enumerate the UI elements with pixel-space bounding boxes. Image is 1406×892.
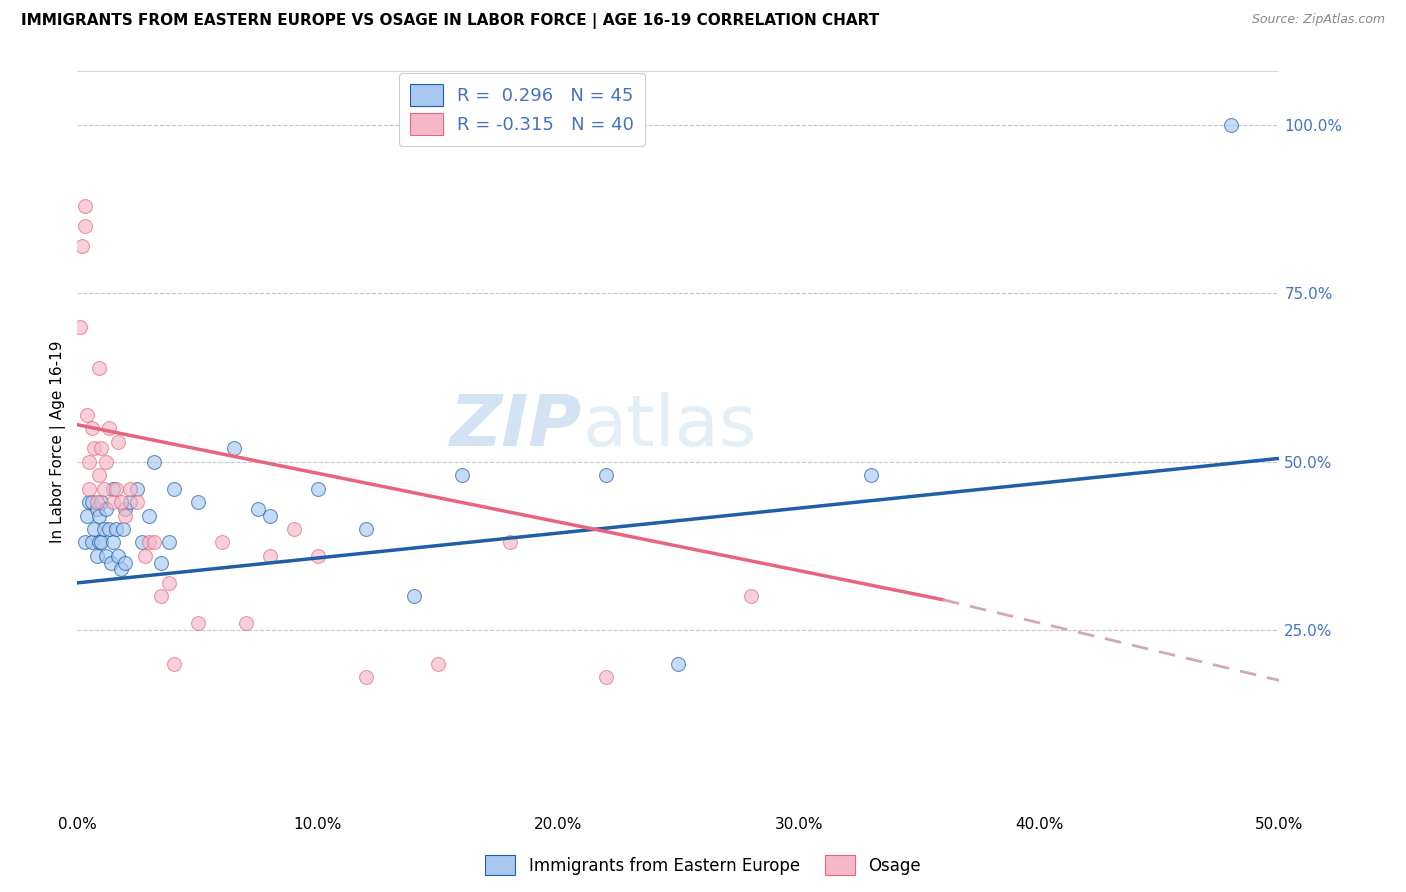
Point bbox=[97, 421, 120, 435]
Legend: R =  0.296   N = 45, R = -0.315   N = 40: R = 0.296 N = 45, R = -0.315 N = 40 bbox=[399, 73, 645, 146]
Point bbox=[127, 482, 149, 496]
Text: atlas: atlas bbox=[582, 392, 756, 461]
Point bbox=[104, 482, 127, 496]
Point bbox=[143, 455, 166, 469]
Point bbox=[211, 535, 233, 549]
Point bbox=[595, 670, 617, 684]
Point bbox=[134, 549, 156, 563]
Point bbox=[451, 468, 474, 483]
Point bbox=[259, 549, 281, 563]
Point bbox=[157, 535, 180, 549]
Point bbox=[283, 522, 305, 536]
Point bbox=[90, 442, 112, 456]
Point bbox=[402, 590, 425, 604]
Point bbox=[162, 482, 184, 496]
Point bbox=[499, 535, 522, 549]
Point bbox=[97, 522, 120, 536]
Point bbox=[80, 535, 103, 549]
Point bbox=[187, 495, 209, 509]
Point bbox=[114, 556, 136, 570]
Point bbox=[103, 495, 125, 509]
Point bbox=[111, 522, 134, 536]
Point bbox=[86, 495, 108, 509]
Point bbox=[859, 468, 882, 483]
Point bbox=[87, 535, 110, 549]
Point bbox=[235, 616, 257, 631]
Point bbox=[120, 482, 142, 496]
Point bbox=[1220, 118, 1243, 132]
Point bbox=[79, 455, 101, 469]
Point bbox=[103, 535, 125, 549]
Point bbox=[107, 549, 129, 563]
Point bbox=[73, 535, 96, 549]
Point bbox=[138, 508, 160, 523]
Point bbox=[96, 549, 118, 563]
Point bbox=[93, 482, 115, 496]
Y-axis label: In Labor Force | Age 16-19: In Labor Force | Age 16-19 bbox=[51, 340, 66, 543]
Point bbox=[157, 575, 180, 590]
Point bbox=[96, 501, 118, 516]
Point bbox=[307, 482, 329, 496]
Point bbox=[162, 657, 184, 671]
Point bbox=[90, 495, 112, 509]
Point bbox=[668, 657, 690, 671]
Point bbox=[354, 670, 377, 684]
Point bbox=[107, 434, 129, 449]
Point bbox=[79, 482, 101, 496]
Point bbox=[87, 360, 110, 375]
Text: ZIP: ZIP bbox=[450, 392, 582, 461]
Point bbox=[307, 549, 329, 563]
Point bbox=[86, 501, 108, 516]
Point bbox=[70, 239, 93, 253]
Point bbox=[73, 219, 96, 234]
Point bbox=[143, 535, 166, 549]
Legend: Immigrants from Eastern Europe, Osage: Immigrants from Eastern Europe, Osage bbox=[478, 848, 928, 882]
Point bbox=[595, 468, 617, 483]
Point bbox=[76, 408, 98, 422]
Point bbox=[187, 616, 209, 631]
Point bbox=[90, 535, 112, 549]
Point bbox=[100, 556, 122, 570]
Text: Source: ZipAtlas.com: Source: ZipAtlas.com bbox=[1251, 13, 1385, 27]
Point bbox=[222, 442, 245, 456]
Point bbox=[259, 508, 281, 523]
Point bbox=[427, 657, 450, 671]
Point bbox=[150, 556, 173, 570]
Point bbox=[110, 562, 132, 576]
Point bbox=[87, 468, 110, 483]
Point bbox=[86, 549, 108, 563]
Point bbox=[131, 535, 153, 549]
Point bbox=[83, 442, 105, 456]
Point bbox=[120, 495, 142, 509]
Point bbox=[138, 535, 160, 549]
Point bbox=[79, 495, 101, 509]
Point bbox=[87, 508, 110, 523]
Point bbox=[93, 522, 115, 536]
Point bbox=[150, 590, 173, 604]
Point bbox=[96, 455, 118, 469]
Point bbox=[354, 522, 377, 536]
Point bbox=[80, 421, 103, 435]
Point bbox=[114, 508, 136, 523]
Point bbox=[80, 495, 103, 509]
Point bbox=[110, 495, 132, 509]
Point bbox=[83, 522, 105, 536]
Point bbox=[127, 495, 149, 509]
Point bbox=[246, 501, 269, 516]
Point bbox=[76, 508, 98, 523]
Point bbox=[114, 501, 136, 516]
Point bbox=[103, 482, 125, 496]
Point bbox=[104, 522, 127, 536]
Point bbox=[69, 320, 91, 334]
Point bbox=[740, 590, 762, 604]
Point bbox=[73, 199, 96, 213]
Text: IMMIGRANTS FROM EASTERN EUROPE VS OSAGE IN LABOR FORCE | AGE 16-19 CORRELATION C: IMMIGRANTS FROM EASTERN EUROPE VS OSAGE … bbox=[21, 13, 879, 29]
